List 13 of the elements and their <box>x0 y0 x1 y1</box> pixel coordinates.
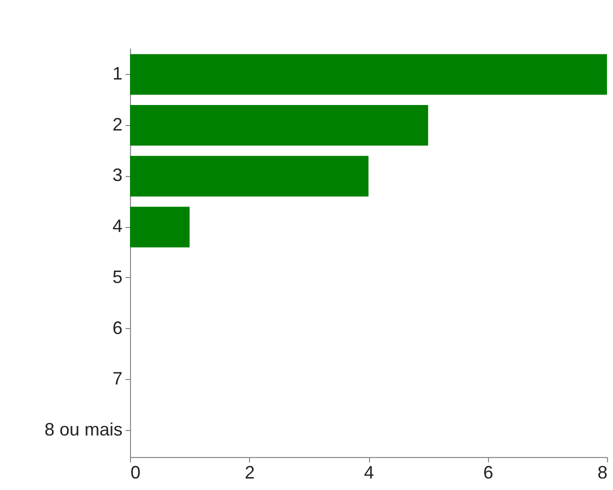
y-tick-label: 7 <box>112 368 122 389</box>
x-tick-label: 0 <box>130 462 141 482</box>
x-tick-label: 2 <box>244 462 255 482</box>
y-tick-label: 2 <box>112 114 122 134</box>
y-tick-label: 8 ou mais <box>44 420 122 440</box>
x-tick-label: 8 <box>597 462 608 482</box>
y-tick-label: 1 <box>112 63 122 84</box>
y-tick-label: 6 <box>112 318 122 338</box>
y-tick-label: 3 <box>112 165 122 186</box>
y-tick-label: 4 <box>112 216 122 236</box>
y-tick-label: 5 <box>112 266 122 287</box>
x-tick-label: 6 <box>483 462 494 482</box>
x-tick-label: 4 <box>364 462 374 482</box>
